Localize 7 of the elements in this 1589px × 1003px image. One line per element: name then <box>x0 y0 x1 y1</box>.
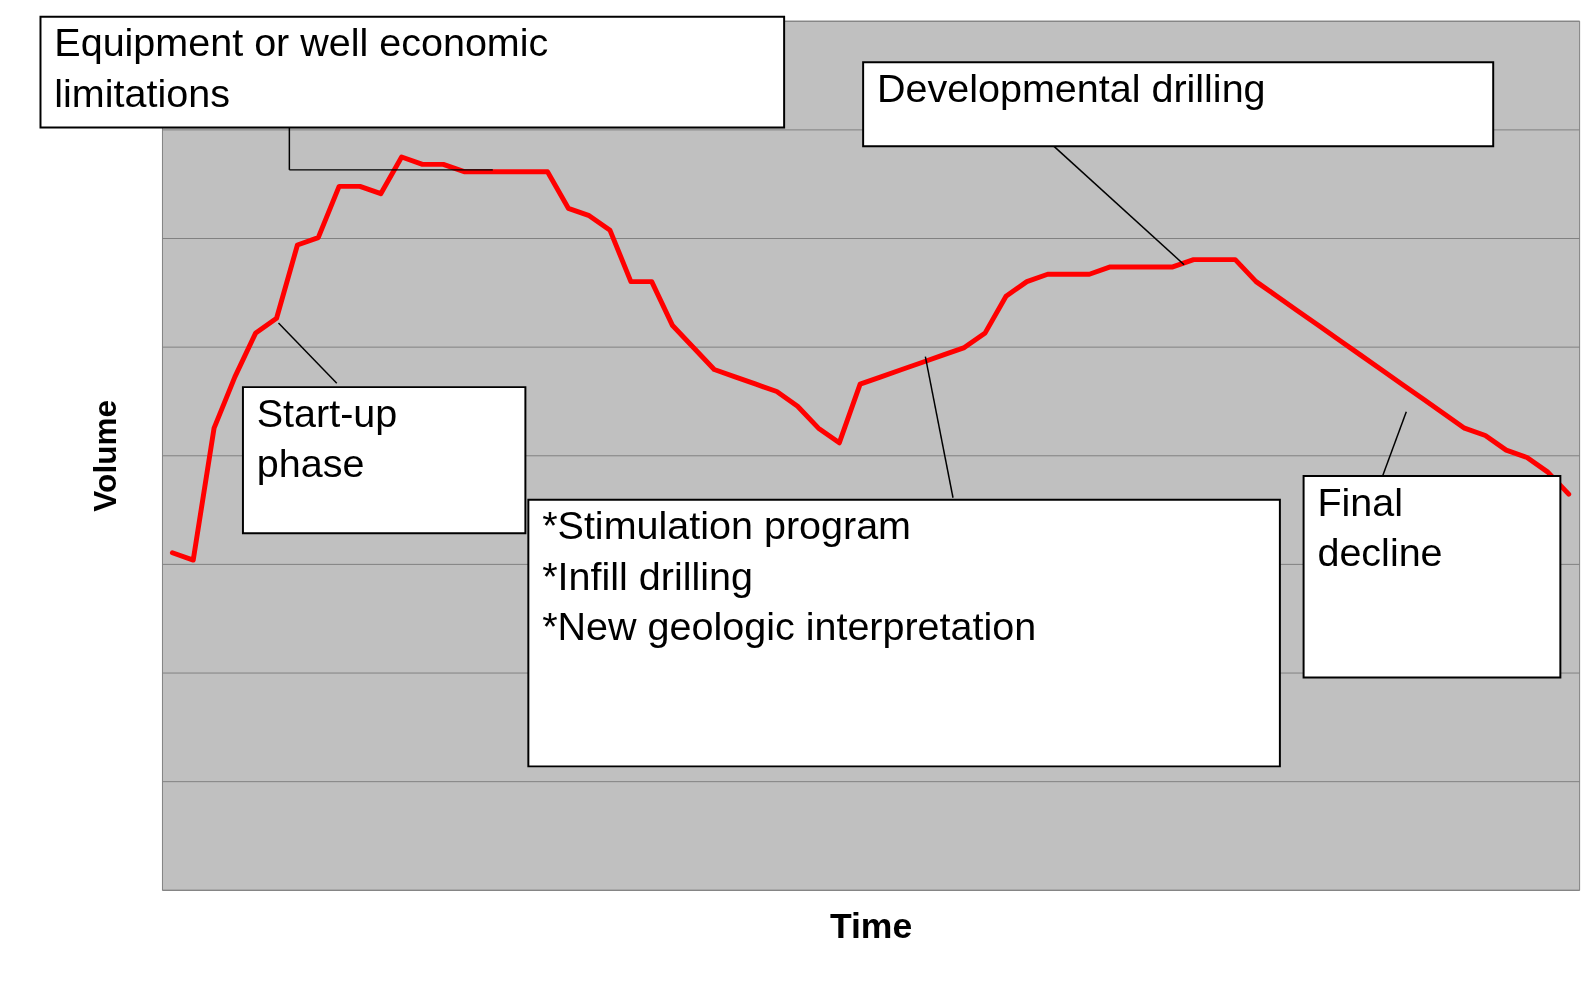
annotation: *Stimulation program *Infill drilling *New geologic interpretation <box>542 503 1037 648</box>
annotation: Final decline <box>1317 479 1443 574</box>
x-axis-title: Time <box>829 905 913 946</box>
y-axis-title: Volume <box>87 399 124 512</box>
text: Developmental drilling <box>876 65 1266 110</box>
text: Equipment or well economic limitations <box>54 20 549 115</box>
annotation: Start-up phase <box>256 390 398 486</box>
